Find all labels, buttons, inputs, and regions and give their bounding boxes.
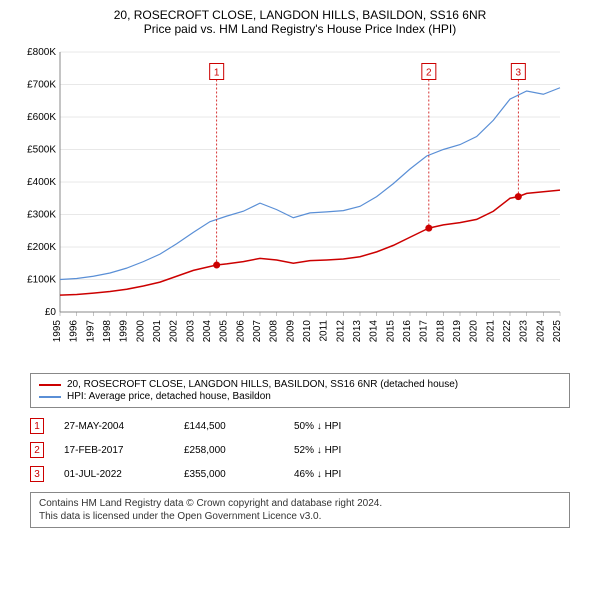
svg-text:1997: 1997 [85,320,96,343]
svg-text:1998: 1998 [102,320,113,343]
svg-text:2017: 2017 [419,320,430,343]
chart-area: £0 £100K £200K £300K £400K £500K £600K £700K £80… [10,42,590,367]
svg-text:£300K: £300K [27,210,56,221]
event-pct: 46% ↓ HPI [294,469,384,480]
chart-title: 20, ROSECROFT CLOSE, LANGDON HILLS, BASI… [10,8,590,22]
svg-text:1999: 1999 [119,320,130,343]
svg-text:2003: 2003 [185,320,196,343]
event-pct: 52% ↓ HPI [294,445,384,456]
svg-text:£600K: £600K [27,112,56,123]
svg-text:2007: 2007 [252,320,263,343]
svg-text:2013: 2013 [352,320,363,343]
svg-text:2001: 2001 [152,320,163,343]
svg-text:2002: 2002 [169,320,180,343]
svg-text:£700K: £700K [27,80,56,91]
event-marker: 1 [30,418,44,434]
event-date: 01-JUL-2022 [64,469,164,480]
attribution-line: Contains HM Land Registry data © Crown c… [39,497,561,510]
svg-text:2024: 2024 [535,320,546,343]
svg-text:2010: 2010 [302,320,313,343]
legend-item: HPI: Average price, detached house, Basi… [39,391,561,402]
legend-label: HPI: Average price, detached house, Basi… [67,391,271,402]
svg-text:2006: 2006 [235,320,246,343]
svg-text:2014: 2014 [369,320,380,343]
svg-text:1996: 1996 [69,320,80,343]
svg-text:2025: 2025 [552,320,563,343]
svg-text:2012: 2012 [335,320,346,343]
event-marker: 3 [30,466,44,482]
event-price: £144,500 [184,421,274,432]
svg-text:3: 3 [516,68,522,79]
event-row: 3 01-JUL-2022 £355,000 46% ↓ HPI [30,462,570,486]
svg-text:2015: 2015 [385,320,396,343]
svg-text:2011: 2011 [319,320,330,342]
svg-text:2004: 2004 [202,320,213,343]
event-date: 17-FEB-2017 [64,445,164,456]
svg-text:£200K: £200K [27,242,56,253]
legend-label: 20, ROSECROFT CLOSE, LANGDON HILLS, BASI… [67,379,458,390]
svg-text:2016: 2016 [402,320,413,343]
legend-swatch [39,384,61,386]
svg-text:2018: 2018 [435,320,446,343]
legend: 20, ROSECROFT CLOSE, LANGDON HILLS, BASI… [30,373,570,408]
svg-text:£800K: £800K [27,47,56,58]
legend-swatch [39,396,61,398]
event-pct: 50% ↓ HPI [294,421,384,432]
legend-item: 20, ROSECROFT CLOSE, LANGDON HILLS, BASI… [39,379,561,390]
svg-text:2005: 2005 [219,320,230,343]
attribution-line: This data is licensed under the Open Gov… [39,510,561,523]
chart-subtitle: Price paid vs. HM Land Registry's House … [10,22,590,36]
svg-text:2000: 2000 [135,320,146,343]
svg-text:2019: 2019 [452,320,463,343]
svg-text:£0: £0 [45,307,57,318]
svg-text:2023: 2023 [519,320,530,343]
svg-text:2020: 2020 [469,320,480,343]
line-chart-svg: £0 £100K £200K £300K £400K £500K £600K £700K £80… [10,42,570,362]
svg-text:1995: 1995 [52,320,63,343]
svg-text:2021: 2021 [485,320,496,343]
svg-text:1: 1 [214,68,220,79]
svg-text:£100K: £100K [27,275,56,286]
event-row: 1 27-MAY-2004 £144,500 50% ↓ HPI [30,414,570,438]
event-marker: 2 [30,442,44,458]
svg-text:2009: 2009 [285,320,296,343]
event-date: 27-MAY-2004 [64,421,164,432]
svg-text:£500K: £500K [27,145,56,156]
event-price: £355,000 [184,469,274,480]
svg-text:2: 2 [426,68,432,79]
events-table: 1 27-MAY-2004 £144,500 50% ↓ HPI 2 17-FE… [30,414,570,486]
attribution-box: Contains HM Land Registry data © Crown c… [30,492,570,528]
event-price: £258,000 [184,445,274,456]
svg-text:2022: 2022 [502,320,513,343]
svg-text:£400K: £400K [27,177,56,188]
event-row: 2 17-FEB-2017 £258,000 52% ↓ HPI [30,438,570,462]
svg-text:2008: 2008 [269,320,280,343]
